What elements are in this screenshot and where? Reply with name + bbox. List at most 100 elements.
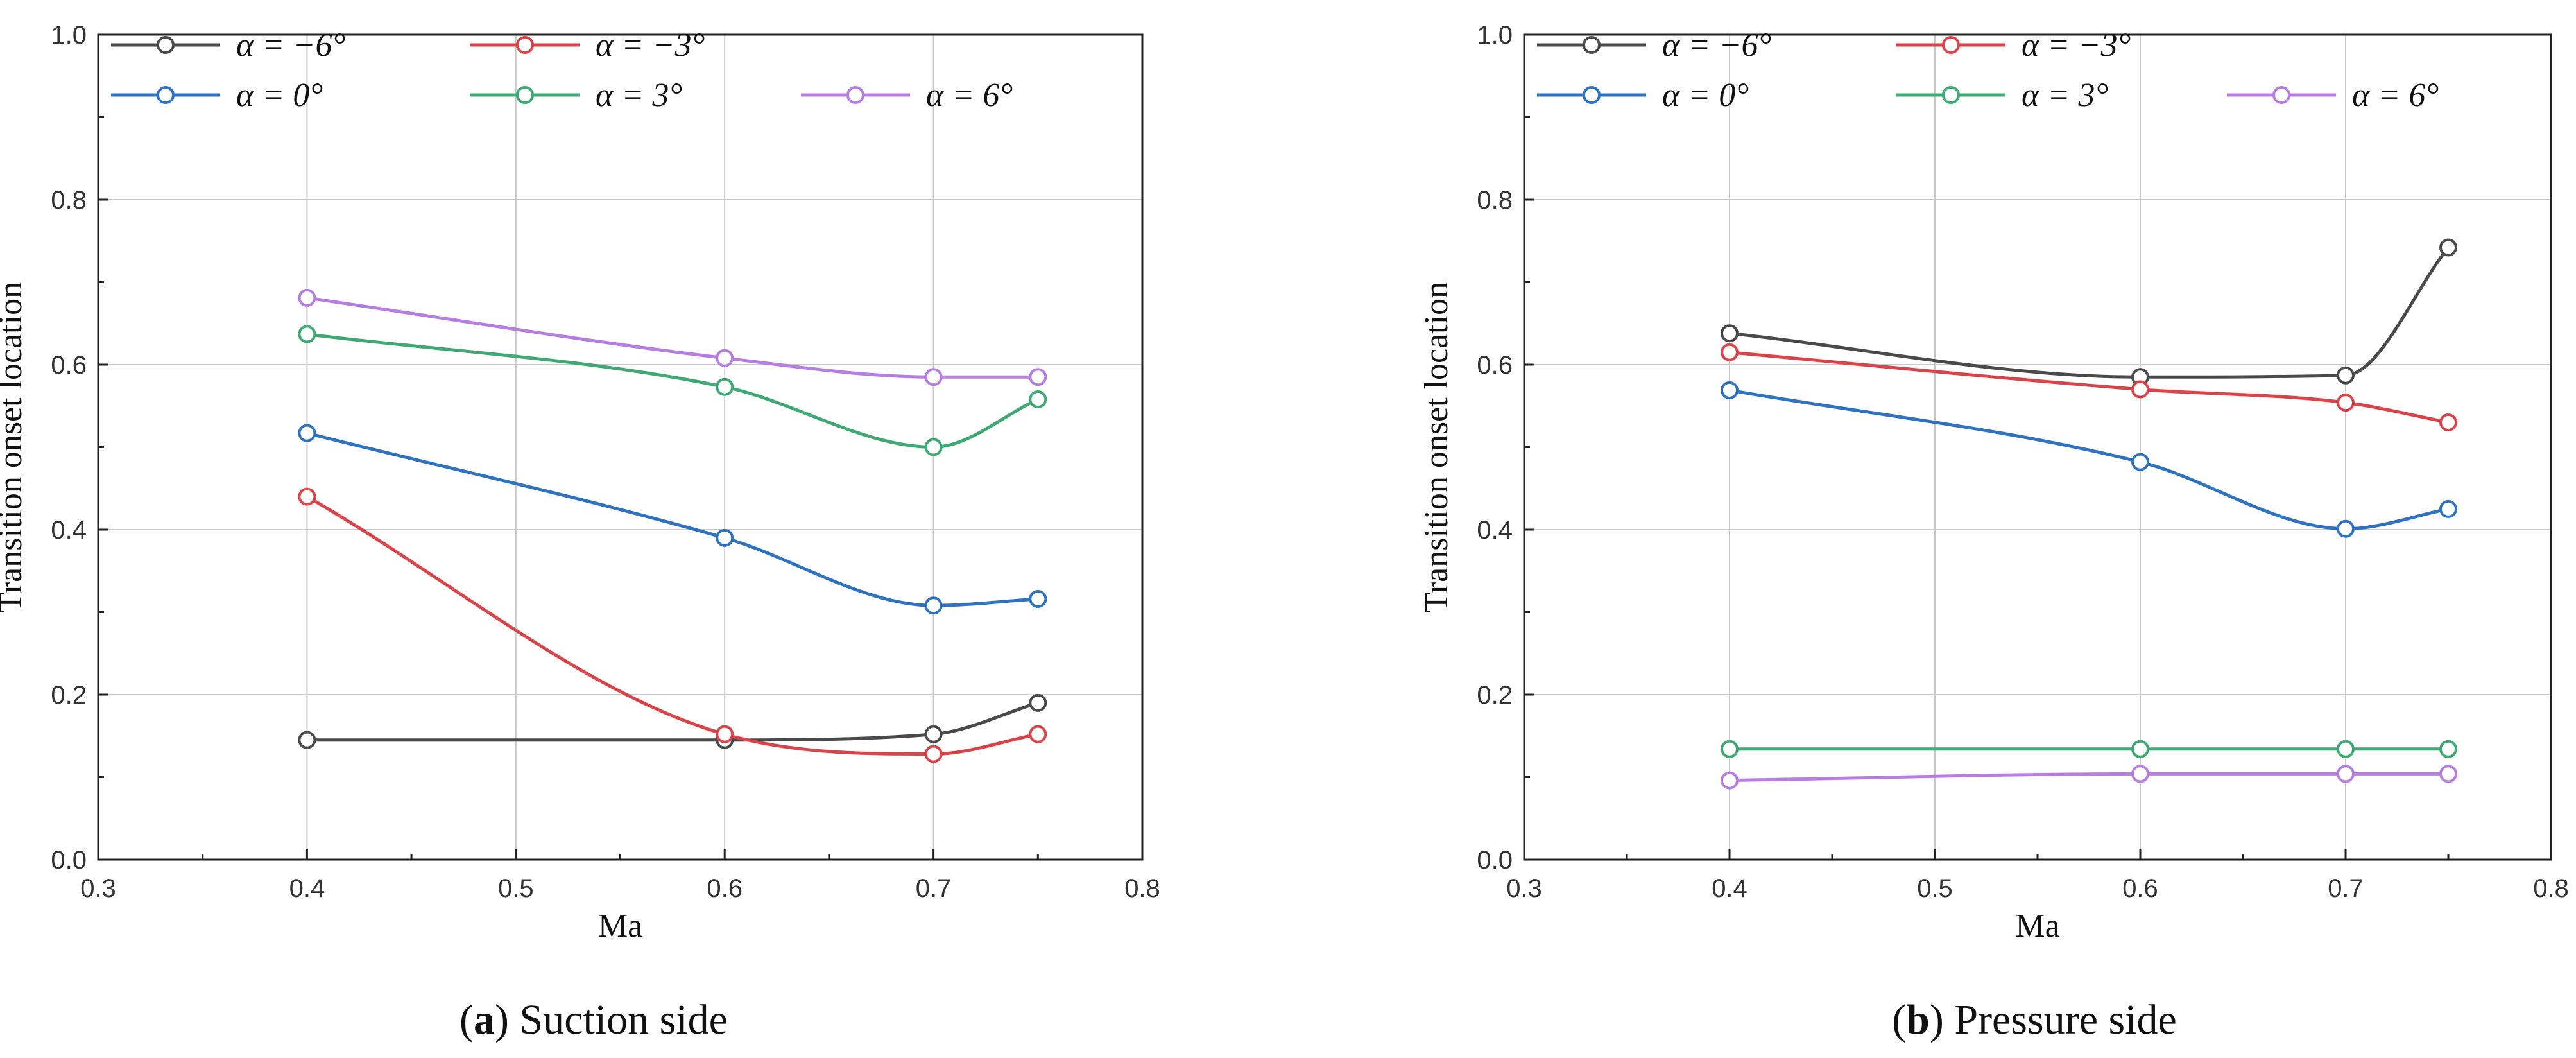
series-4 — [298, 325, 1047, 456]
legend-marker — [1583, 86, 1601, 104]
x-tick-label: 0.4 — [289, 874, 325, 903]
series-line — [305, 495, 1040, 756]
y-tick-label: 0.6 — [1477, 351, 1513, 379]
series-line — [305, 296, 1040, 379]
caption-suffix: ) — [1930, 996, 1954, 1043]
y-axis-label: Transition onset location — [0, 282, 29, 612]
data-point — [924, 368, 943, 386]
x-tick-label: 0.5 — [498, 874, 534, 903]
panel-caption: (a) Suction side — [459, 996, 728, 1043]
data-point — [1029, 368, 1047, 386]
legend-item: α = 0° — [111, 77, 323, 114]
data-point — [1721, 740, 1739, 758]
x-tick-label: 0.7 — [2328, 874, 2364, 903]
data-point — [2337, 740, 2355, 758]
y-tick-label: 0.2 — [51, 681, 87, 709]
legend-label: α = −6° — [236, 27, 345, 64]
legend-item: α = 0° — [1537, 77, 1749, 114]
x-tick-label: 0.4 — [1712, 874, 1747, 903]
y-tick-label: 0.8 — [1477, 186, 1513, 214]
legend: α = −6° α = −3° α = 0° α = 3° α = 6° — [111, 27, 1013, 114]
y-tick-label: 1.0 — [1477, 21, 1513, 49]
legend-label: α = 3° — [596, 77, 682, 114]
series-line — [305, 701, 1040, 742]
chart-panel-b: 0.3 0.4 0.5 0.6 0.7 0.8 0.0 0.2 0.4 0.6 0.8 1.0 Ma Tr… — [1418, 21, 2569, 1043]
data-point — [2131, 765, 2149, 783]
gridlines — [1524, 35, 2551, 860]
series-2 — [1721, 343, 2457, 431]
data-point — [2131, 380, 2149, 399]
axis-ticks — [1523, 33, 2552, 861]
legend-marker — [846, 86, 864, 104]
legend-item: α = 3° — [470, 77, 682, 114]
series-line — [1728, 246, 2450, 379]
data-point — [2439, 499, 2457, 518]
axis-ticks — [97, 33, 1144, 861]
legend-marker — [157, 36, 175, 54]
series-1 — [298, 693, 1047, 749]
x-tick-label: 0.3 — [80, 874, 116, 903]
legend-marker — [2272, 86, 2290, 104]
data-point — [298, 487, 316, 506]
y-tick-label: 0.4 — [1477, 516, 1513, 544]
y-tick-label: 1.0 — [51, 21, 87, 49]
caption-letter: b — [1906, 996, 1930, 1043]
legend-item: α = −3° — [1896, 27, 2131, 64]
x-tick-label: 0.3 — [1506, 874, 1542, 903]
legend-marker — [516, 86, 534, 104]
data-point — [2439, 765, 2457, 783]
y-tick-label: 0.4 — [51, 516, 87, 544]
data-point — [924, 745, 943, 763]
data-point — [924, 596, 943, 615]
legend-marker — [1942, 86, 1960, 104]
legend-label: α = 0° — [1662, 77, 1749, 114]
legend-label: α = 3° — [2022, 77, 2108, 114]
data-point — [2439, 740, 2457, 758]
data-point — [1029, 693, 1047, 712]
data-point — [716, 377, 734, 396]
series-3 — [1721, 381, 2457, 538]
data-point — [2337, 394, 2355, 412]
data-point — [1029, 390, 1047, 408]
legend-label: α = 6° — [926, 77, 1013, 114]
legend-item: α = 3° — [1896, 77, 2108, 114]
data-point — [716, 725, 734, 743]
data-point — [2439, 413, 2457, 431]
caption-text: Suction side — [519, 996, 728, 1043]
x-axis-label: Ma — [598, 908, 642, 944]
legend-item: α = 6° — [801, 77, 1013, 114]
plot-frame — [97, 33, 1144, 861]
series-line — [1728, 388, 2450, 531]
data-point — [2131, 453, 2149, 471]
series-4 — [1721, 740, 2457, 758]
legend-label: α = 0° — [236, 77, 323, 114]
series-line — [1728, 772, 2450, 783]
x-tick-label: 0.8 — [2533, 874, 2569, 903]
legend: α = −6° α = −3° α = 0° α = 3° α = 6° — [1537, 27, 2439, 114]
data-point — [298, 288, 316, 307]
data-point — [716, 349, 734, 367]
data-point — [2337, 765, 2355, 783]
x-tick-label: 0.5 — [1917, 874, 1953, 903]
caption-prefix: ( — [1892, 996, 1906, 1043]
data-point — [1029, 725, 1047, 743]
data-point — [1721, 771, 1739, 790]
legend-marker — [157, 86, 175, 104]
x-axis-label: Ma — [2015, 908, 2059, 944]
data-point — [924, 725, 943, 743]
data-point — [1721, 324, 1739, 343]
y-tick-label: 0.2 — [1477, 681, 1513, 709]
legend-item: α = −6° — [1537, 27, 1771, 64]
legend-label: α = −6° — [1662, 27, 1771, 64]
data-point — [716, 528, 734, 547]
y-axis-label: Transition onset location — [1418, 282, 1455, 612]
caption-letter: a — [474, 996, 495, 1043]
x-tick-label: 0.7 — [916, 874, 952, 903]
series-3 — [298, 424, 1047, 615]
y-tick-label: 0.0 — [51, 846, 87, 874]
legend-marker — [1583, 36, 1601, 54]
chart-panel-a: 0.3 0.4 0.5 0.6 0.7 0.8 0.0 0.2 0.4 0.6 0.8 1.0 Ma Tr… — [0, 21, 1160, 1043]
data-point — [2337, 366, 2355, 385]
y-tick-label: 0.6 — [51, 351, 87, 379]
